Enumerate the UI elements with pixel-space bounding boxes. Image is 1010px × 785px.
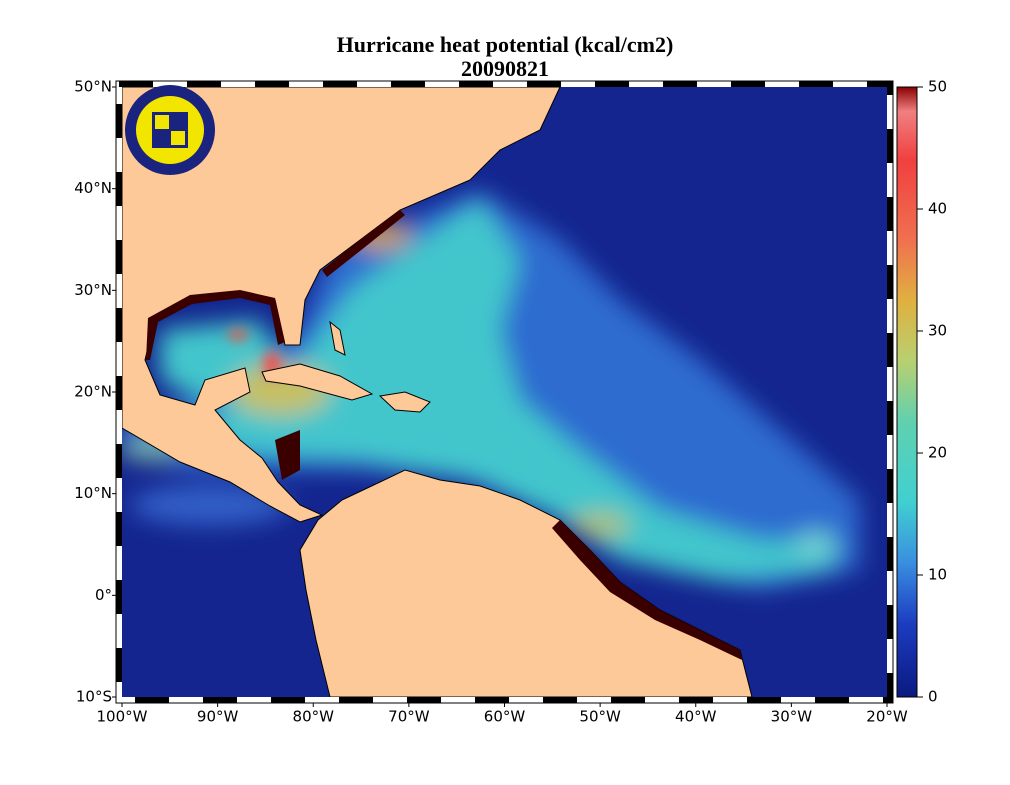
lat-tick-label: 40°N — [74, 179, 112, 197]
lon-tick-label: 30°W — [771, 708, 813, 726]
colorbar-tick-label: 0 — [928, 688, 938, 706]
colorbar-tick-label: 40 — [928, 200, 947, 218]
logo — [125, 85, 215, 175]
map-title: Hurricane heat potential (kcal/cm2) — [337, 32, 674, 57]
lon-tick-label: 50°W — [579, 708, 621, 726]
map-date: 20090821 — [461, 56, 549, 81]
lon-tick-label: 70°W — [388, 708, 430, 726]
lon-tick-label: 90°W — [197, 708, 239, 726]
map-area — [122, 87, 887, 697]
lon-tick-label: 20°W — [866, 708, 908, 726]
heat-field — [122, 190, 860, 590]
colorbar — [896, 86, 918, 698]
colorbar-tick-label: 20 — [928, 444, 947, 462]
lat-tick-label: 20°N — [74, 383, 112, 401]
colorbar-tick-label: 50 — [928, 78, 947, 96]
colorbar-tick-label: 10 — [928, 566, 947, 584]
lat-tick-label: 10°S — [76, 688, 112, 706]
lat-tick-label: 0° — [95, 586, 112, 604]
lon-tick-label: 80°W — [293, 708, 335, 726]
lon-tick-label: 60°W — [484, 708, 526, 726]
lat-tick-label: 30°N — [74, 281, 112, 299]
map-frame — [116, 81, 893, 703]
lon-tick-label: 40°W — [675, 708, 717, 726]
lon-tick-label: 100°W — [97, 708, 148, 726]
colorbar-tick-label: 30 — [928, 322, 947, 340]
land — [122, 87, 753, 697]
shelf-edges — [146, 210, 742, 660]
lat-tick-label: 50°N — [74, 78, 112, 96]
lat-tick-label: 10°N — [74, 484, 112, 502]
